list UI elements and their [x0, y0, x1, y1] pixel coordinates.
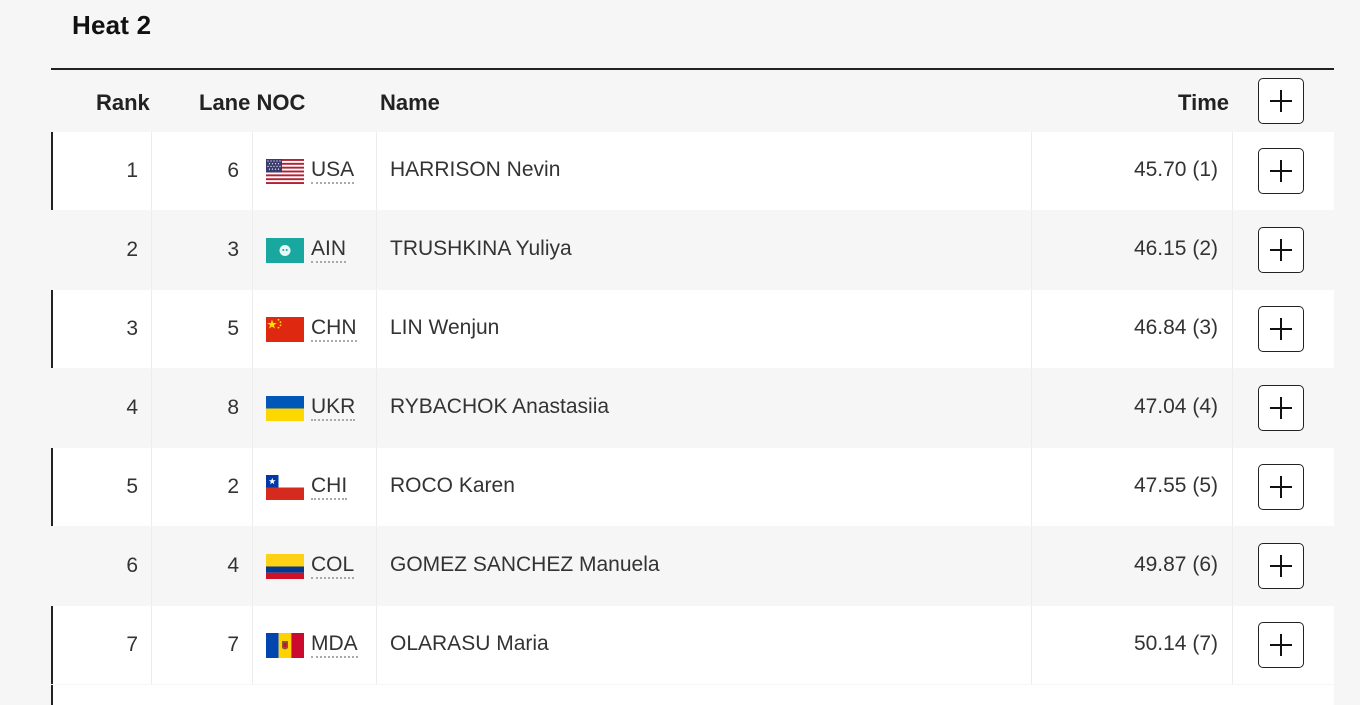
chi-flag-icon — [266, 475, 304, 500]
expand-row-button[interactable] — [1258, 385, 1304, 431]
noc-code[interactable]: COL — [311, 553, 355, 579]
time-cell: 46.15 (2) — [1133, 237, 1218, 260]
athlete-name: HARRISON Nevin — [390, 158, 561, 181]
rank-cell: 1 — [126, 159, 138, 182]
lane-cell: 3 — [227, 238, 239, 261]
table-row[interactable]: 7 7 MDA OLARASU Maria 50.14 (7) — [51, 606, 1334, 684]
rank-cell: 2 — [126, 238, 138, 261]
heat-title: Heat 2 — [72, 10, 152, 40]
lane-cell: 2 — [227, 475, 239, 498]
column-header-rank[interactable]: Rank — [96, 90, 150, 115]
ukr-flag-icon — [266, 396, 304, 421]
lane-cell: 5 — [227, 317, 239, 340]
expand-row-button[interactable] — [1258, 227, 1304, 273]
time-cell: 47.04 (4) — [1133, 395, 1218, 418]
noc-code[interactable]: USA — [311, 158, 355, 184]
noc-code[interactable]: CHI — [311, 474, 348, 500]
column-header-time[interactable]: Time — [1178, 90, 1229, 115]
col-flag-icon — [266, 554, 304, 579]
noc-code[interactable]: AIN — [311, 237, 347, 263]
time-cell: 47.55 (5) — [1133, 474, 1218, 497]
column-header-name[interactable]: Name — [380, 90, 440, 115]
expand-row-button[interactable] — [1258, 148, 1304, 194]
table-row[interactable]: 5 2 CHI ROCO Karen 47.55 (5) — [51, 448, 1334, 526]
expand-row-button[interactable] — [1258, 464, 1304, 510]
athlete-name: TRUSHKINA Yuliya — [390, 237, 572, 260]
time-cell: 46.84 (3) — [1133, 316, 1218, 339]
noc-code[interactable]: UKR — [311, 395, 356, 421]
expand-row-button[interactable] — [1258, 543, 1304, 589]
noc-code[interactable]: MDA — [311, 632, 358, 658]
time-cell: 49.87 (6) — [1133, 553, 1218, 576]
table-row[interactable]: 1 6 — [51, 132, 1334, 210]
expand-all-button[interactable] — [1258, 78, 1304, 124]
athlete-name: GOMEZ SANCHEZ Manuela — [390, 553, 660, 576]
athlete-name: RYBACHOK Anastasiia — [390, 395, 610, 418]
rank-cell: 6 — [126, 554, 138, 577]
rank-cell: 5 — [126, 475, 138, 498]
chn-flag-icon — [266, 317, 304, 342]
table-header: Rank Lane NOC Name Time — [51, 70, 1334, 132]
athlete-name: ROCO Karen — [390, 474, 515, 497]
lane-cell: 6 — [227, 159, 239, 182]
table-row[interactable]: 6 4 COL GOMEZ SANCHEZ Manuela 49.87 (6) — [51, 527, 1334, 605]
athlete-name: OLARASU Maria — [390, 632, 549, 655]
column-header-lane-noc[interactable]: Lane NOC — [199, 90, 306, 115]
results-table: Rank Lane NOC Name Time 1 6 — [51, 68, 1334, 705]
usa-flag-icon — [266, 159, 304, 184]
rank-cell: 7 — [126, 633, 138, 656]
time-cell: 50.14 (7) — [1133, 632, 1218, 655]
lane-cell: 4 — [227, 554, 239, 577]
noc-code[interactable]: CHN — [311, 316, 357, 342]
mda-flag-icon — [266, 633, 304, 658]
rank-cell: 4 — [126, 396, 138, 419]
rank-cell: 3 — [126, 317, 138, 340]
table-row[interactable]: 2 3 AIN TRUSHKINA Yuliya 46.15 (2) — [51, 211, 1334, 289]
table-row[interactable]: 4 8 UKR RYBACHOK Anastasiia 47.04 (4) — [51, 369, 1334, 447]
time-cell: 45.70 (1) — [1133, 158, 1218, 181]
athlete-name: LIN Wenjun — [390, 316, 500, 339]
lane-cell: 8 — [227, 396, 239, 419]
expand-row-button[interactable] — [1258, 622, 1304, 668]
expand-row-button[interactable] — [1258, 306, 1304, 352]
lane-cell: 7 — [227, 633, 239, 656]
ain-flag-icon — [266, 238, 304, 263]
table-row — [51, 685, 1334, 705]
table-row[interactable]: 3 5 CHN LIN Wenjun 46.84 (3) — [51, 290, 1334, 368]
